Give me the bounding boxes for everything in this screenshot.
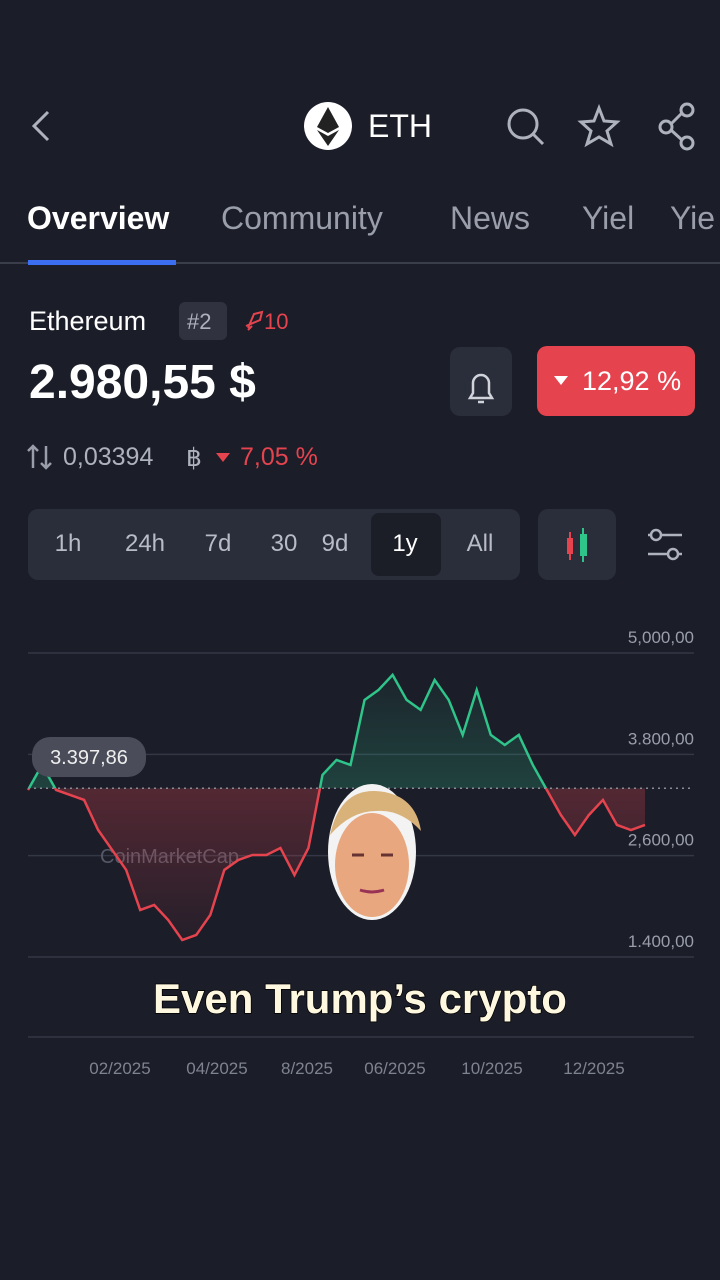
- btc-price: 0,03394: [63, 443, 154, 471]
- x-tick-label: 02/2025: [89, 1059, 150, 1078]
- y-tick-label: 1.400,00: [628, 932, 694, 951]
- search[interactable]: [507, 108, 545, 146]
- y-tick-label: 5,000,00: [628, 628, 694, 647]
- range-option[interactable]: 30: [270, 530, 298, 557]
- area: [28, 674, 546, 789]
- price-line: [26, 788, 646, 942]
- tab[interactable]: Community: [221, 200, 383, 236]
- tab-indicator: [28, 260, 176, 265]
- chart: 5,000,003.800,002,600,001.400,00CoinMark…: [26, 628, 694, 1078]
- range-option[interactable]: 1h: [54, 530, 82, 557]
- btc-change: 7,05 %: [240, 443, 318, 471]
- y-tick-label: 2,600,00: [628, 831, 694, 850]
- x-tick-label: 8/2025: [281, 1059, 333, 1078]
- change: 12,92 %: [582, 366, 682, 396]
- range-option[interactable]: 9d: [321, 530, 349, 557]
- btc-symbol: ฿: [186, 444, 202, 472]
- price: 2.980,55 $: [29, 356, 256, 409]
- watchlist: 10: [264, 309, 289, 334]
- x-tick-label: 10/2025: [461, 1059, 522, 1078]
- range-option[interactable]: 7d: [204, 530, 232, 557]
- candle-toggle[interactable]: [538, 509, 616, 580]
- trump-face: [328, 784, 421, 920]
- x-tick-label: 12/2025: [563, 1059, 624, 1078]
- y-tick-label: 3.800,00: [628, 729, 694, 748]
- star[interactable]: [577, 103, 621, 148]
- rank-badge: [179, 302, 227, 340]
- symbol: ETH: [368, 108, 432, 144]
- top-icons: [0, 102, 720, 580]
- range-option[interactable]: 24h: [124, 530, 166, 557]
- x-tick-label: 04/2025: [186, 1059, 247, 1078]
- range-option[interactable]: 1y: [392, 530, 418, 557]
- x-tick-label: 06/2025: [364, 1059, 425, 1078]
- tab[interactable]: Yie: [670, 200, 716, 236]
- caption: Even Trump’s crypto: [152, 974, 567, 1023]
- tab[interactable]: Yiel: [582, 200, 635, 236]
- back[interactable]: [31, 110, 50, 142]
- reference-pill: [32, 737, 146, 777]
- coin-name: Ethereum: [29, 306, 147, 336]
- settings[interactable]: [648, 528, 682, 561]
- change-pill: [537, 346, 695, 416]
- eth-logo: [304, 102, 352, 150]
- price-line: [27, 672, 548, 789]
- share[interactable]: [658, 102, 695, 151]
- rank: #2: [187, 309, 212, 334]
- area: [28, 788, 645, 941]
- reference-label: 3.397,86: [50, 747, 128, 769]
- tab[interactable]: Overview: [27, 200, 170, 236]
- tab[interactable]: News: [450, 200, 531, 236]
- range-option[interactable]: All: [466, 530, 494, 557]
- alert-button[interactable]: [450, 347, 512, 416]
